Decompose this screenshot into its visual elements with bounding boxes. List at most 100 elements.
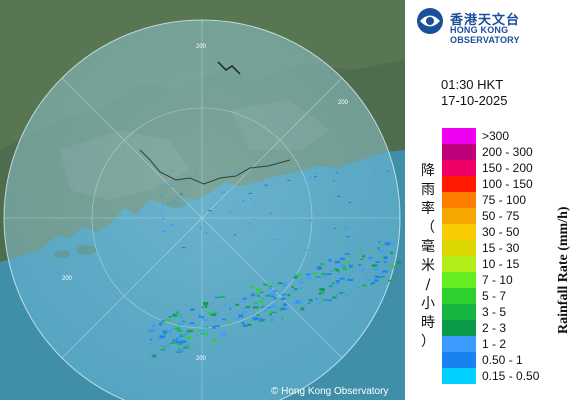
rain-echo: [247, 223, 251, 225]
rain-echo: [169, 224, 174, 226]
rain-echo: [277, 282, 283, 285]
rain-echo: [271, 311, 278, 313]
legend-label: 200 - 300: [482, 145, 533, 159]
rain-echo: [212, 326, 216, 329]
legend-swatch: [442, 192, 476, 208]
rain-echo: [252, 218, 255, 220]
rain-echo: [159, 335, 165, 339]
rain-echo: [334, 283, 340, 285]
rain-echo: [240, 311, 243, 314]
rain-echo: [257, 294, 260, 297]
rain-echo: [215, 206, 217, 208]
rain-echo: [380, 237, 382, 239]
rain-echo: [370, 283, 373, 285]
legend-label: 30 - 50: [482, 225, 520, 239]
rain-echo: [255, 288, 262, 291]
range-label-east: 200: [338, 100, 349, 106]
rain-echoes: [148, 170, 402, 358]
rain-echo: [160, 195, 164, 197]
rain-echo: [306, 276, 312, 280]
rain-echo: [149, 356, 154, 358]
rain-echo: [205, 232, 208, 234]
rain-echo: [205, 326, 209, 328]
rain-echo: [162, 330, 168, 333]
legend-swatch: [442, 240, 476, 256]
rain-echo: [173, 339, 177, 341]
rain-echo: [379, 250, 385, 253]
legend-swatch: [442, 144, 476, 160]
rain-echo: [281, 294, 287, 296]
rain-echo: [215, 296, 220, 299]
legend-item: 100 - 150: [442, 176, 577, 192]
rain-echo: [307, 299, 310, 302]
rain-echo: [321, 273, 326, 275]
rain-echo: [332, 296, 337, 299]
rain-echo: [254, 292, 259, 296]
rain-echo: [287, 294, 291, 297]
legend-swatch: [442, 320, 476, 336]
rain-echo: [161, 321, 165, 323]
rain-echo: [163, 332, 167, 335]
rain-echo: [259, 291, 264, 293]
legend-swatch: [442, 288, 476, 304]
rain-echo: [373, 268, 379, 271]
legend-item: 75 - 100: [442, 192, 577, 208]
rain-echo: [319, 291, 325, 294]
rain-echo: [263, 309, 267, 312]
legend-label: 5 - 7: [482, 289, 507, 303]
rain-echo: [254, 302, 258, 304]
rain-echo: [242, 297, 247, 300]
legend-title-cn: 降雨率（毫米 / 小時）: [421, 163, 435, 350]
rain-echo: [201, 333, 204, 335]
rain-echo: [317, 302, 321, 305]
rain-echo: [268, 309, 272, 311]
legend-label: 2 - 3: [482, 321, 507, 335]
rain-echo: [242, 324, 248, 327]
rain-echo: [332, 282, 335, 284]
radar-map[interactable]: 200 200 200 200 © Hong Kong Observatory: [0, 0, 405, 405]
rain-echo: [260, 306, 264, 309]
rain-echo: [220, 226, 222, 229]
rain-echo: [175, 327, 181, 330]
rain-echo: [180, 340, 187, 343]
rain-echo: [335, 172, 338, 174]
rain-echo: [280, 307, 286, 311]
rain-echo: [194, 325, 198, 326]
rain-echo: [265, 295, 271, 297]
rain-echo: [202, 319, 208, 322]
rain-echo: [387, 170, 390, 172]
rain-echo: [245, 306, 251, 308]
rain-echo: [282, 293, 286, 295]
rain-echo: [188, 330, 194, 332]
rain-echo: [315, 276, 322, 278]
rain-echo: [148, 330, 154, 332]
rain-echo: [323, 275, 327, 277]
rain-echo: [272, 290, 277, 292]
rain-echo: [161, 217, 165, 220]
rain-echo: [202, 222, 205, 224]
org-name-cn: 香港天文台: [450, 13, 521, 28]
legend-swatch: [442, 336, 476, 352]
rain-echo: [389, 265, 395, 269]
rain-echo: [256, 318, 263, 320]
rain-echo: [320, 263, 325, 266]
rain-echo: [378, 241, 381, 243]
legend-item: 15 - 30: [442, 240, 577, 256]
rain-echo: [294, 288, 298, 290]
rain-echo: [379, 272, 384, 275]
legend-item: 7 - 10: [442, 272, 577, 288]
rain-echo: [181, 320, 185, 322]
legend-swatch: [442, 128, 476, 144]
rain-echo: [390, 251, 393, 254]
rain-echo: [341, 263, 345, 267]
rain-echo: [260, 318, 266, 321]
rain-echo: [220, 332, 227, 336]
legend-label: 3 - 5: [482, 305, 507, 319]
legend-label: 7 - 10: [482, 273, 513, 287]
rain-echo: [232, 174, 236, 176]
rain-echo: [261, 297, 264, 300]
rain-echo: [318, 292, 322, 295]
rain-echo: [337, 195, 341, 197]
rain-echo: [326, 273, 332, 276]
rain-echo: [165, 318, 171, 321]
